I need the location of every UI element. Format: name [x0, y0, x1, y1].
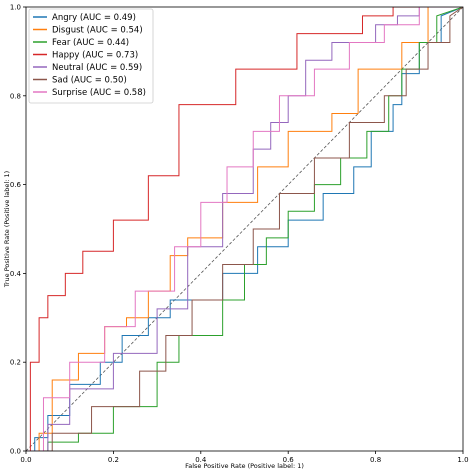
series-line-surprise [26, 7, 463, 451]
x-tick-label: 0.0 [20, 456, 31, 464]
legend-label: Sad (AUC = 0.50) [52, 76, 127, 86]
series-line-sad [26, 7, 463, 451]
y-tick-label: 0.6 [10, 181, 22, 189]
y-tick-label: 0.2 [10, 359, 21, 367]
legend-label: Angry (AUC = 0.49) [52, 13, 136, 23]
legend: Angry (AUC = 0.49) Disgust (AUC = 0.54) Fe… [28, 8, 154, 104]
series-line-fear [26, 7, 463, 451]
x-axis-title: False Positive Rate (Positive label: 1) [185, 462, 304, 470]
legend-label: Happy (AUC = 0.73) [52, 51, 138, 61]
y-tick-label: 0.8 [10, 92, 21, 100]
chance-line [26, 7, 463, 451]
x-tick-label: 1.0 [457, 456, 468, 464]
y-tick-label: 0.4 [10, 270, 22, 278]
plot-frame [25, 6, 464, 452]
x-tick-label: 0.2 [108, 456, 119, 464]
y-axis-title: True Positive Rate (Positive label: 1) [3, 171, 11, 288]
legend-label: Disgust (AUC = 0.54) [52, 26, 143, 36]
legend-label: Surprise (AUC = 0.58) [52, 88, 146, 98]
y-tick-label: 0.0 [10, 448, 21, 456]
x-tick-label: 0.6 [283, 456, 295, 464]
y-tick-label: 1.0 [10, 4, 21, 12]
x-tick-label: 0.8 [370, 456, 381, 464]
legend-label: Fear (AUC = 0.44) [52, 38, 129, 48]
legend-box [28, 8, 154, 104]
series-line-happy [26, 7, 463, 451]
series-line-neutral [26, 7, 463, 451]
legend-label: Neutral (AUC = 0.59) [52, 63, 142, 73]
x-tick-label: 0.4 [195, 456, 207, 464]
series-layer [26, 7, 463, 451]
axis-ticks: 0.0 0.2 0.4 0.6 0.8 1.0 0.0 0.2 0.4 0.6 0.8 1.0 [10, 4, 469, 465]
